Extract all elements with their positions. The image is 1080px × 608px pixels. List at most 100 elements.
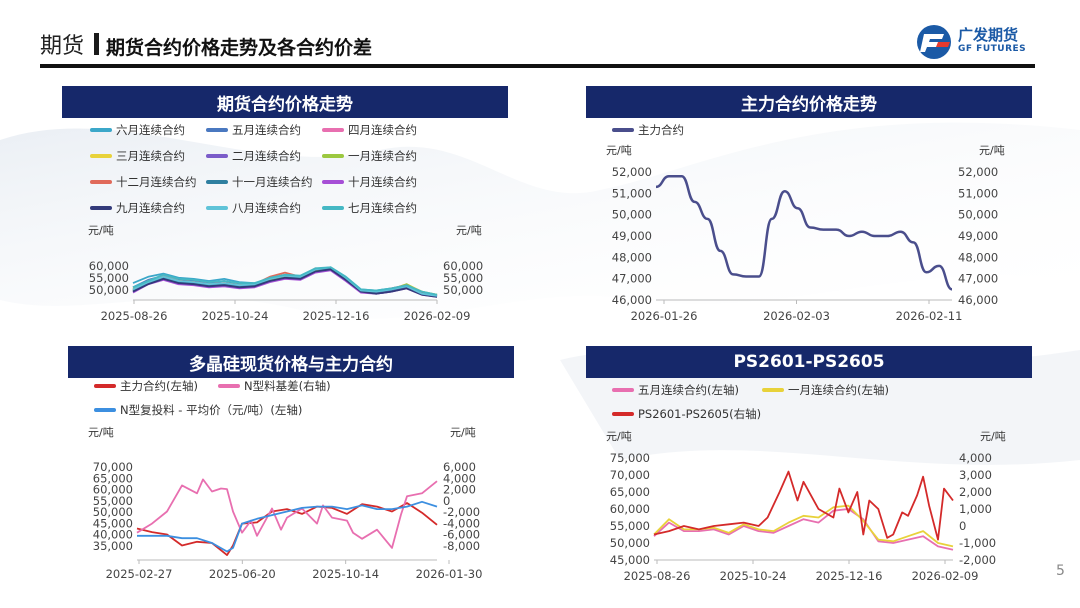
c1-ytick-right-1: 55,000 xyxy=(443,271,483,285)
c1-legend-label-1: 五月连续合约 xyxy=(232,123,301,137)
c3-ytick-right-0: 6,000 xyxy=(443,460,476,474)
page-number: 5 xyxy=(1056,563,1065,579)
c3-ylabel-right: 元/吨 xyxy=(450,426,476,439)
c3-ytick-left-2: 60,000 xyxy=(93,483,133,497)
c3-ytick-right-3: 0 xyxy=(443,494,450,508)
c2-ytick-right-6: 46,000 xyxy=(958,293,998,307)
c1-series-line-11 xyxy=(132,266,438,296)
c3-ylabel-left: 元/吨 xyxy=(88,426,114,439)
panel-title-c4: PS2601-PS2605 xyxy=(586,346,1032,378)
c4-legend-label-1: 一月连续合约(左轴) xyxy=(788,383,889,397)
c4-ytick-left-2: 65,000 xyxy=(610,485,650,499)
c4-ytick-right-6: -2,000 xyxy=(959,553,996,567)
c4-series-line-0 xyxy=(653,508,954,551)
c1-legend-label-2: 四月连续合约 xyxy=(348,123,417,137)
c3-ytick-right-1: 4,000 xyxy=(443,471,476,485)
c4-ytick-right-1: 3,000 xyxy=(959,468,992,482)
c2-ytick-left-0: 52,000 xyxy=(612,165,652,179)
c1-legend-label-11: 七月连续合约 xyxy=(348,201,417,215)
c2-ytick-right-1: 51,000 xyxy=(958,186,998,200)
c2-ytick-left-4: 48,000 xyxy=(612,250,652,264)
c3-ytick-left-6: 40,000 xyxy=(93,528,133,542)
header-separator xyxy=(94,33,99,55)
c2-xtick-2: 2026-02-11 xyxy=(896,309,963,323)
c1-legend-label-4: 二月连续合约 xyxy=(232,149,301,163)
c1-xtick-0: 2025-08-26 xyxy=(101,309,168,323)
c1-ytick-left-0: 60,000 xyxy=(89,259,129,273)
c2-ytick-left-2: 50,000 xyxy=(612,208,652,222)
c3-series-line-2 xyxy=(137,500,438,553)
c2-ytick-right-0: 52,000 xyxy=(958,165,998,179)
c4-xtick-3: 2026-02-09 xyxy=(912,569,979,583)
c3-legend-label-2: N型复投料 - 平均价（元/吨）(左轴) xyxy=(120,403,302,417)
panel-title-c2: 主力合约价格走势 xyxy=(586,86,1032,118)
c1-legend-label-8: 十月连续合约 xyxy=(348,175,417,189)
c2-ytick-right-5: 47,000 xyxy=(958,272,998,286)
c3-ytick-left-7: 35,000 xyxy=(93,539,133,553)
panel-title-c3: 多晶硅现货价格与主力合约 xyxy=(68,346,514,378)
logo-text-cn: 广发期货 xyxy=(958,26,1019,44)
c2-ytick-left-6: 46,000 xyxy=(612,293,652,307)
c4-ytick-left-3: 60,000 xyxy=(610,502,650,516)
c2-legend-label-0: 主力合约 xyxy=(638,123,684,137)
c1-xtick-1: 2025-10-24 xyxy=(202,309,269,323)
c2-ylabel-left: 元/吨 xyxy=(606,144,632,157)
c4-legend-label-0: 五月连续合约(左轴) xyxy=(638,383,739,397)
c1-ytick-left-1: 55,000 xyxy=(89,271,129,285)
c2-series-line-0 xyxy=(655,175,953,291)
c1-legend-label-9: 九月连续合约 xyxy=(116,201,185,215)
c4-legend-label-2: PS2601-PS2605(右轴) xyxy=(638,407,761,421)
c3-xtick-3: 2026-01-30 xyxy=(416,567,483,581)
c3-ytick-left-0: 70,000 xyxy=(93,460,133,474)
c2-ytick-right-4: 48,000 xyxy=(958,250,998,264)
c1-ylabel-left: 元/吨 xyxy=(88,224,114,237)
c4-ytick-left-0: 75,000 xyxy=(610,451,650,465)
c4-ytick-right-3: 1,000 xyxy=(959,502,992,516)
c3-xtick-1: 2025-06-20 xyxy=(209,567,276,581)
c2-ytick-left-3: 49,000 xyxy=(612,229,652,243)
c2-ytick-left-1: 51,000 xyxy=(612,186,652,200)
c4-ylabel-right: 元/吨 xyxy=(980,430,1006,443)
header-rule xyxy=(40,64,1035,68)
page-title: 期货合约价格走势及各合约价差 xyxy=(106,37,373,59)
c1-ylabel-right: 元/吨 xyxy=(456,224,482,237)
c3-ytick-left-3: 55,000 xyxy=(93,494,133,508)
c3-ytick-right-4: -2,000 xyxy=(443,505,480,519)
c4-ytick-right-0: 4,000 xyxy=(959,451,992,465)
c3-ytick-left-4: 50,000 xyxy=(93,505,133,519)
c4-xtick-2: 2025-12-16 xyxy=(816,569,883,583)
c4-ytick-right-4: 0 xyxy=(959,519,966,533)
c4-series-line-2 xyxy=(653,470,954,541)
c4-xtick-0: 2025-08-26 xyxy=(624,569,691,583)
c2-ytick-right-2: 50,000 xyxy=(958,208,998,222)
c2-ytick-right-3: 49,000 xyxy=(958,229,998,243)
c1-legend-label-3: 三月连续合约 xyxy=(116,149,185,163)
c1-ytick-right-2: 50,000 xyxy=(443,283,483,297)
c3-xtick-2: 2025-10-14 xyxy=(312,567,379,581)
c4-ytick-right-5: -1,000 xyxy=(959,536,996,550)
c3-legend-label-1: N型料基差(右轴) xyxy=(244,379,331,393)
c1-ytick-left-2: 50,000 xyxy=(89,283,129,297)
c4-ytick-left-6: 45,000 xyxy=(610,553,650,567)
c3-ytick-right-7: -8,000 xyxy=(443,539,480,553)
c4-ytick-left-5: 50,000 xyxy=(610,536,650,550)
logo-text-en: GF FUTURES xyxy=(958,44,1027,54)
c3-legend-label-0: 主力合约(左轴) xyxy=(120,379,198,393)
c3-ytick-right-2: 2,000 xyxy=(443,483,476,497)
c1-legend-label-5: 一月连续合约 xyxy=(348,149,417,163)
c1-series-line-9 xyxy=(132,268,438,298)
gf-futures-logo-icon xyxy=(917,25,951,59)
c4-ytick-right-2: 2,000 xyxy=(959,485,992,499)
panel-title-c1: 期货合约价格走势 xyxy=(62,86,508,118)
c1-legend-label-0: 六月连续合约 xyxy=(116,123,185,137)
c2-xtick-1: 2026-02-03 xyxy=(763,309,830,323)
c1-xtick-2: 2025-12-16 xyxy=(303,309,370,323)
c1-series-line-10 xyxy=(132,266,438,297)
c4-ylabel-left: 元/吨 xyxy=(606,430,632,443)
c4-xtick-1: 2025-10-24 xyxy=(720,569,787,583)
c1-legend-label-10: 八月连续合约 xyxy=(232,201,301,215)
c3-ytick-left-1: 65,000 xyxy=(93,471,133,485)
c1-ytick-right-0: 60,000 xyxy=(443,259,483,273)
c4-ytick-left-4: 55,000 xyxy=(610,519,650,533)
